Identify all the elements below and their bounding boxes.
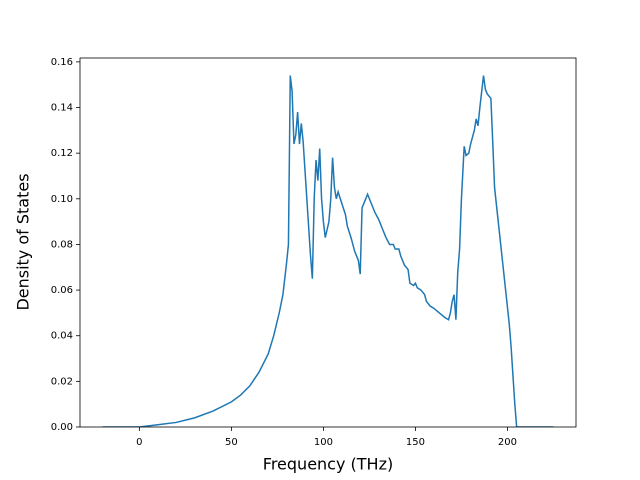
y-axis-label: Density of States <box>14 173 33 310</box>
y-tick-label: 0.02 <box>51 376 73 387</box>
x-tick-label: 50 <box>225 437 238 448</box>
x-axis-label: Frequency (THz) <box>263 455 393 474</box>
y-tick-label: 0.14 <box>51 103 73 114</box>
x-tick-label: 0 <box>136 437 142 448</box>
y-tick-label: 0.16 <box>51 57 73 68</box>
data-line <box>102 75 554 427</box>
y-tick-label: 0.12 <box>51 148 73 159</box>
plot-frame <box>79 57 577 428</box>
x-tick-label: 200 <box>498 437 517 448</box>
y-tick-label: 0.00 <box>51 422 73 433</box>
y-tick-label: 0.04 <box>51 331 73 342</box>
x-tick-label: 100 <box>314 437 333 448</box>
y-tick-label: 0.10 <box>51 194 73 205</box>
y-tick-label: 0.06 <box>51 285 73 296</box>
y-tick-label: 0.08 <box>51 239 73 250</box>
x-tick-label: 150 <box>406 437 425 448</box>
